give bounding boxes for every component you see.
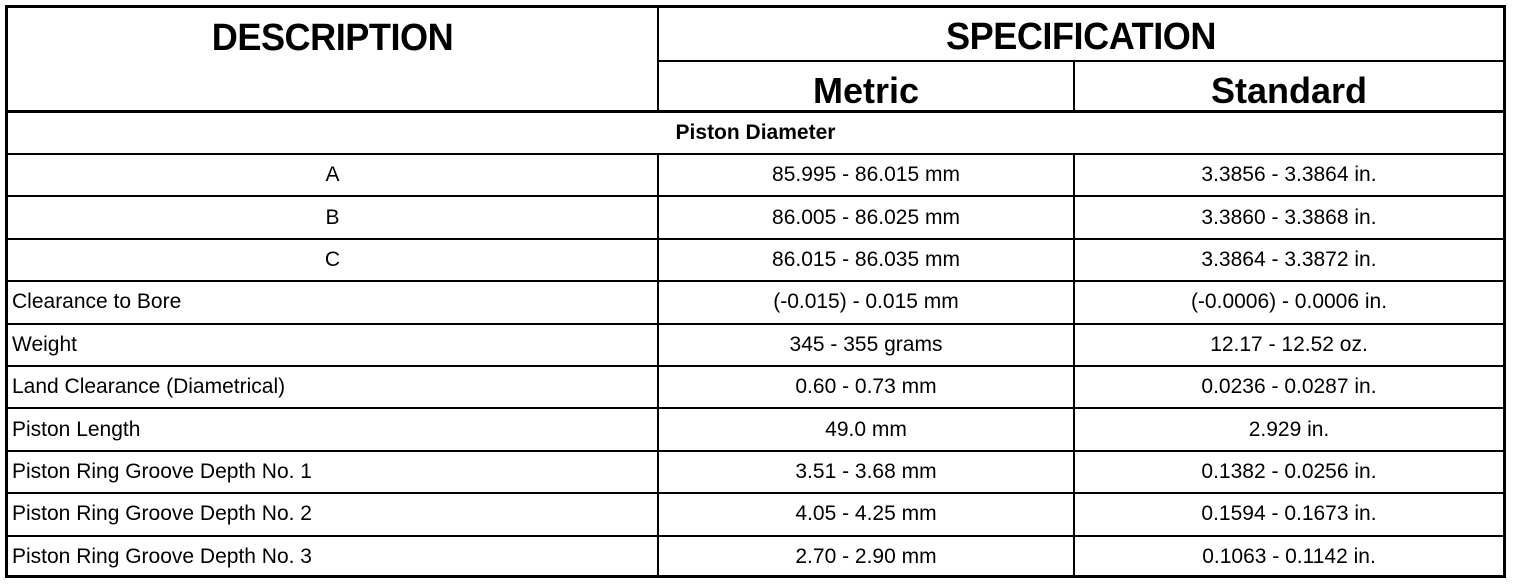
row-standard: 0.1382 - 0.0256 in. — [1201, 459, 1377, 483]
row-description: Piston Ring Groove Depth No. 3 — [12, 544, 312, 568]
column-divider — [657, 153, 659, 575]
row-standard: 3.3860 - 3.3868 in. — [1201, 205, 1377, 229]
header-divider — [8, 110, 1503, 113]
header-description: DESCRIPTION — [211, 16, 454, 59]
row-divider — [8, 195, 1503, 198]
row-standard: 12.17 - 12.52 oz. — [1210, 332, 1368, 356]
row-metric: 0.60 - 0.73 mm — [795, 375, 937, 399]
row-divider — [8, 449, 1503, 452]
row-divider — [8, 534, 1503, 537]
row-metric: 86.005 - 86.025 mm — [772, 205, 960, 229]
column-divider — [657, 8, 659, 110]
row-description: C — [324, 247, 341, 271]
header-standard: Standard — [1210, 70, 1368, 111]
row-description: Land Clearance (Diametrical) — [12, 375, 286, 399]
row-standard: 0.1594 - 0.1673 in. — [1201, 502, 1377, 526]
row-divider — [8, 492, 1503, 495]
spec-table: DESCRIPTION SPECIFICATION Metric Standar… — [5, 5, 1506, 578]
row-metric: 345 - 355 grams — [789, 332, 943, 356]
divider — [659, 60, 1503, 62]
row-standard: 2.929 in. — [1248, 417, 1330, 441]
row-divider — [8, 280, 1503, 283]
row-standard: (-0.0006) - 0.0006 in. — [1190, 290, 1388, 314]
row-description: Piston Ring Groove Depth No. 2 — [12, 502, 312, 526]
row-metric: 2.70 - 2.90 mm — [795, 544, 937, 568]
row-description: B — [325, 205, 340, 229]
divider — [8, 153, 1503, 155]
column-divider — [1073, 60, 1075, 110]
row-divider — [8, 322, 1503, 325]
row-standard: 0.1063 - 0.1142 in. — [1202, 544, 1376, 568]
row-divider — [8, 407, 1503, 410]
column-divider — [1073, 153, 1075, 575]
header-metric: Metric — [812, 70, 920, 111]
section-title: Piston Diameter — [675, 121, 836, 144]
row-metric: 4.05 - 4.25 mm — [795, 502, 937, 526]
row-standard: 3.3856 - 3.3864 in. — [1201, 163, 1377, 187]
row-metric: 86.015 - 86.035 mm — [772, 247, 960, 271]
row-metric: 3.51 - 3.68 mm — [795, 459, 937, 483]
row-description: Weight — [12, 332, 77, 356]
row-metric: 49.0 mm — [825, 417, 907, 441]
row-description: Piston Ring Groove Depth No. 1 — [12, 459, 312, 483]
header-specification: SPECIFICATION — [946, 15, 1216, 58]
row-standard: 0.0236 - 0.0287 in. — [1201, 375, 1377, 399]
row-standard: 3.3864 - 3.3872 in. — [1201, 247, 1377, 271]
row-divider — [8, 365, 1503, 367]
row-description: Piston Length — [12, 417, 141, 441]
row-metric: 85.995 - 86.015 mm — [772, 163, 960, 187]
row-description: Clearance to Bore — [12, 290, 182, 314]
row-divider — [8, 237, 1503, 240]
row-description: A — [325, 163, 340, 187]
row-metric: (-0.015) - 0.015 mm — [773, 290, 959, 314]
